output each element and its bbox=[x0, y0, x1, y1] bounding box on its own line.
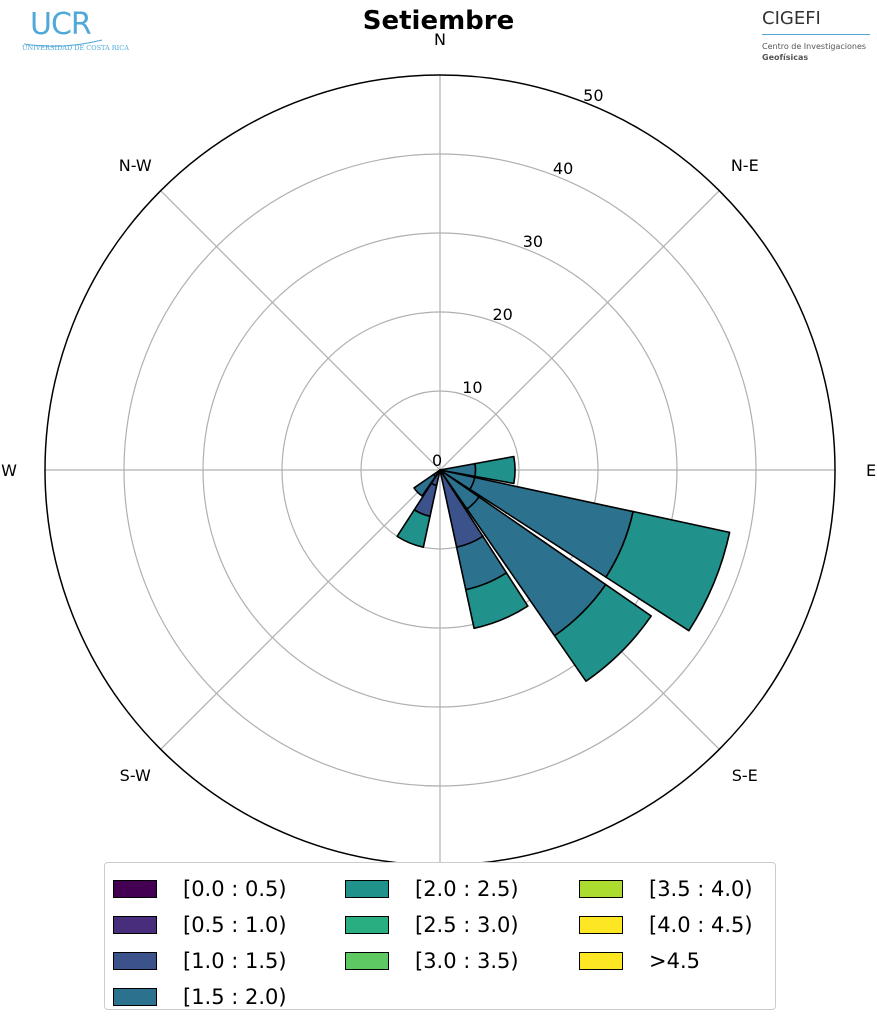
radial-gridline bbox=[202, 232, 678, 708]
legend-item: [0.5 : 1.0) bbox=[113, 907, 287, 943]
legend-swatch bbox=[345, 952, 389, 970]
direction-label: N-W bbox=[119, 156, 152, 175]
legend-item: [2.5 : 3.0) bbox=[345, 907, 519, 943]
radial-tick-label: 40 bbox=[553, 159, 573, 178]
radial-tick-label: 30 bbox=[523, 232, 543, 251]
radial-tick-label: 20 bbox=[492, 305, 512, 324]
wind-rose-bar bbox=[605, 510, 731, 632]
radial-tick-label: 50 bbox=[583, 86, 603, 105]
direction-gridline bbox=[439, 190, 720, 471]
legend-column: [3.5 : 4.0) [4.0 : 4.5) >4.5 bbox=[579, 871, 753, 979]
direction-label: N bbox=[434, 30, 446, 49]
legend-swatch bbox=[579, 952, 623, 970]
wind-rose-bar bbox=[474, 455, 516, 485]
legend-swatch bbox=[345, 880, 389, 898]
legend-label: [4.0 : 4.5) bbox=[649, 913, 753, 937]
direction-label: S-W bbox=[120, 766, 151, 785]
radial-gridline bbox=[360, 390, 520, 550]
legend-swatch bbox=[579, 916, 623, 934]
wind-rose-bar bbox=[464, 572, 529, 630]
legend-swatch bbox=[113, 952, 157, 970]
legend-label: [0.0 : 0.5) bbox=[183, 877, 287, 901]
cigefi-subtitle-1: Centro de Investigaciones bbox=[762, 42, 867, 51]
direction-label: N-E bbox=[731, 156, 759, 175]
cigefi-rule bbox=[762, 34, 870, 35]
cigefi-subtitle-2: Geofísicas bbox=[762, 53, 809, 62]
legend-label: [3.5 : 4.0) bbox=[649, 877, 753, 901]
radial-gridline bbox=[281, 311, 599, 629]
legend-item: [1.0 : 1.5) bbox=[113, 943, 287, 979]
legend-swatch bbox=[579, 880, 623, 898]
legend-item: [3.5 : 4.0) bbox=[579, 871, 753, 907]
legend-item: [1.5 : 2.0) bbox=[113, 979, 287, 1015]
chart-legend: [0.0 : 0.5) [0.5 : 1.0) [1.0 : 1.5) [1.5 : … bbox=[104, 862, 776, 1010]
legend-item: >4.5 bbox=[579, 943, 753, 979]
cigefi-logo: CIGEFI Centro de Investigaciones Geofísi… bbox=[762, 8, 874, 68]
direction-label: W bbox=[1, 461, 17, 480]
legend-column: [0.0 : 0.5) [0.5 : 1.0) [1.0 : 1.5) [1.5 : … bbox=[113, 871, 287, 1015]
ucr-logo: UCR UNIVERSIDAD DE COSTA RICA bbox=[22, 7, 129, 56]
legend-column: [2.0 : 2.5) [2.5 : 3.0) [3.0 : 3.5) bbox=[345, 871, 519, 979]
legend-swatch bbox=[113, 916, 157, 934]
direction-label: S-E bbox=[732, 766, 758, 785]
legend-label: >4.5 bbox=[649, 949, 700, 973]
legend-label: [2.0 : 2.5) bbox=[415, 877, 519, 901]
chart-title: Setiembre bbox=[362, 6, 515, 36]
legend-label: [1.5 : 2.0) bbox=[183, 985, 287, 1009]
legend-item: [0.0 : 0.5) bbox=[113, 871, 287, 907]
wind-rose-bars bbox=[396, 455, 731, 683]
radial-gridline bbox=[123, 153, 757, 787]
ucr-logo-text: UCR bbox=[30, 7, 92, 42]
wind-rose-bar bbox=[553, 583, 653, 683]
legend-item: [4.0 : 4.5) bbox=[579, 907, 753, 943]
legend-swatch bbox=[345, 916, 389, 934]
cigefi-name: CIGEFI bbox=[762, 8, 821, 29]
ucr-logo-subtitle: UNIVERSIDAD DE COSTA RICA bbox=[22, 44, 129, 52]
direction-gridline bbox=[160, 190, 441, 471]
legend-label: [2.5 : 3.0) bbox=[415, 913, 519, 937]
ucr-logo-arc bbox=[23, 39, 103, 47]
wind-rose-bar bbox=[413, 473, 437, 497]
radial-tick-label: 0 bbox=[432, 451, 442, 470]
legend-item: [3.0 : 3.5) bbox=[345, 943, 519, 979]
legend-item: [2.0 : 2.5) bbox=[345, 871, 519, 907]
legend-swatch bbox=[113, 988, 157, 1006]
legend-swatch bbox=[113, 880, 157, 898]
legend-label: [1.0 : 1.5) bbox=[183, 949, 287, 973]
direction-gridline bbox=[160, 469, 441, 750]
wind-rose-bar bbox=[396, 509, 431, 549]
legend-label: [3.0 : 3.5) bbox=[415, 949, 519, 973]
direction-label: E bbox=[866, 461, 876, 480]
radial-tick-label: 10 bbox=[462, 378, 482, 397]
legend-label: [0.5 : 1.0) bbox=[183, 913, 287, 937]
